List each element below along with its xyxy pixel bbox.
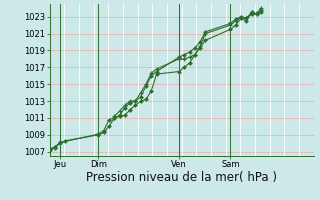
X-axis label: Pression niveau de la mer( hPa ): Pression niveau de la mer( hPa ) [86,171,277,184]
